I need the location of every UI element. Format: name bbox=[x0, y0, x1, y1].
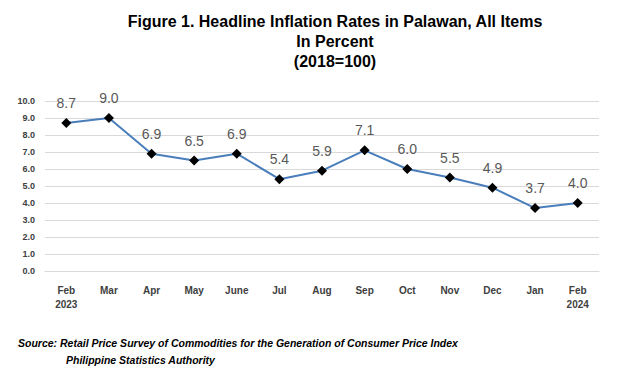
svg-text:9.0: 9.0 bbox=[22, 113, 35, 123]
svg-text:4.0: 4.0 bbox=[22, 198, 35, 208]
svg-text:3.7: 3.7 bbox=[525, 180, 545, 196]
svg-text:10.0: 10.0 bbox=[17, 96, 35, 106]
svg-text:Philippine Statistics Authorit: Philippine Statistics Authority bbox=[66, 354, 216, 366]
svg-text:May: May bbox=[184, 285, 204, 296]
svg-text:6.9: 6.9 bbox=[142, 126, 162, 142]
svg-text:Apr: Apr bbox=[143, 285, 160, 296]
svg-text:8.7: 8.7 bbox=[57, 95, 77, 111]
svg-text:5.9: 5.9 bbox=[312, 143, 332, 159]
svg-text:4.0: 4.0 bbox=[568, 175, 588, 191]
svg-text:8.0: 8.0 bbox=[22, 130, 35, 140]
svg-text:Dec: Dec bbox=[483, 285, 502, 296]
svg-text:Jan: Jan bbox=[526, 285, 543, 296]
svg-text:Nov: Nov bbox=[440, 285, 459, 296]
svg-text:7.1: 7.1 bbox=[355, 122, 375, 138]
svg-text:5.5: 5.5 bbox=[440, 150, 460, 166]
svg-text:9.0: 9.0 bbox=[99, 90, 119, 106]
svg-text:Feb: Feb bbox=[569, 285, 587, 296]
svg-text:June: June bbox=[225, 285, 249, 296]
svg-text:(2018=100): (2018=100) bbox=[294, 53, 376, 70]
svg-text:4.9: 4.9 bbox=[483, 160, 503, 176]
svg-text:2.0: 2.0 bbox=[22, 232, 35, 242]
svg-text:Sep: Sep bbox=[355, 285, 373, 296]
svg-text:6.0: 6.0 bbox=[22, 164, 35, 174]
svg-text:1.0: 1.0 bbox=[22, 249, 35, 259]
svg-text:Aug: Aug bbox=[312, 285, 331, 296]
svg-text:3.0: 3.0 bbox=[22, 215, 35, 225]
svg-text:Figure 1. Headline Inflation R: Figure 1. Headline Inflation Rates in Pa… bbox=[128, 13, 543, 30]
svg-text:Source: Retail Price Survey of: Source: Retail Price Survey of Commoditi… bbox=[18, 337, 459, 349]
svg-text:Jul: Jul bbox=[272, 285, 287, 296]
svg-text:2023: 2023 bbox=[55, 299, 78, 310]
svg-text:5.4: 5.4 bbox=[270, 151, 290, 167]
svg-text:Oct: Oct bbox=[399, 285, 416, 296]
svg-text:2024: 2024 bbox=[567, 299, 590, 310]
svg-text:6.0: 6.0 bbox=[397, 141, 417, 157]
svg-text:Feb: Feb bbox=[57, 285, 75, 296]
svg-text:6.5: 6.5 bbox=[184, 133, 204, 149]
svg-text:5.0: 5.0 bbox=[22, 181, 35, 191]
svg-text:In Percent: In Percent bbox=[296, 33, 374, 50]
svg-text:0.0: 0.0 bbox=[22, 266, 35, 276]
svg-text:Mar: Mar bbox=[100, 285, 118, 296]
svg-text:7.0: 7.0 bbox=[22, 147, 35, 157]
svg-text:6.9: 6.9 bbox=[227, 126, 247, 142]
